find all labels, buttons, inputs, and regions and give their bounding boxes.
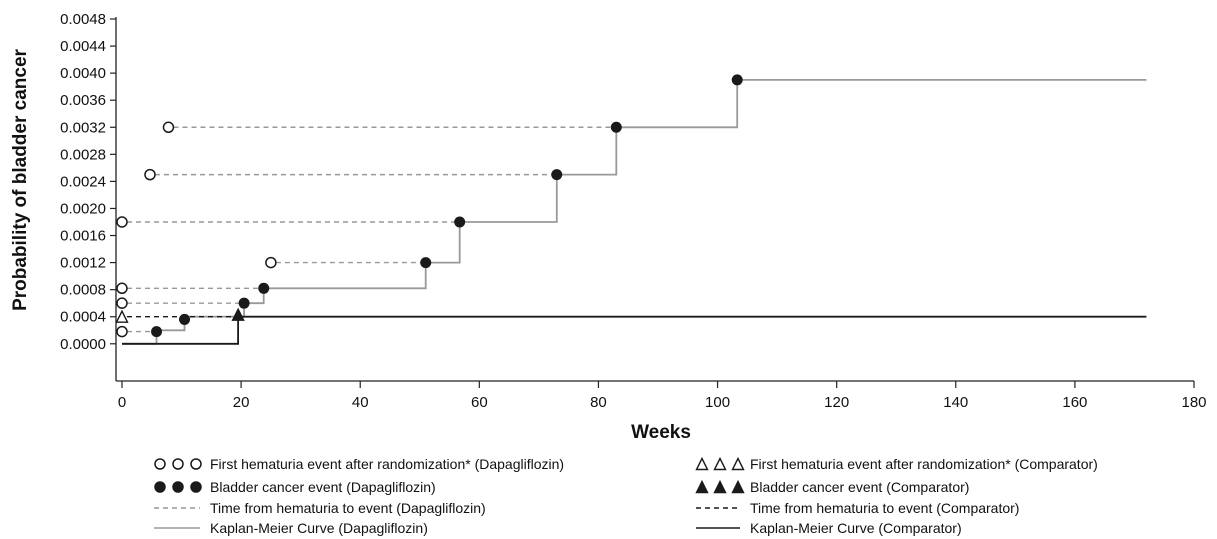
- y-tick-label: 0.0040: [60, 65, 106, 82]
- km-curve-dapagliflozin: [122, 79, 1147, 345]
- bladder-cancer-marker-dapagliflozin: [610, 121, 622, 133]
- legend-open-circle-icon: [172, 458, 184, 470]
- y-tick-label: 0.0020: [60, 200, 106, 217]
- legend-item: Kaplan-Meier Curve (Dapagliflozin): [154, 520, 428, 536]
- y-tick-label: 0.0004: [60, 309, 106, 326]
- legend-label: Bladder cancer event (Dapagliflozin): [210, 479, 436, 495]
- km-curve-comparator: [122, 315, 1147, 345]
- legend-label: Kaplan-Meier Curve (Dapagliflozin): [210, 520, 428, 536]
- legend-filled-triangle-icon: [731, 479, 745, 494]
- legend-open-triangle-icon: [695, 456, 709, 471]
- y-tick-label: 0.0016: [60, 228, 106, 245]
- hematuria-marker-dapagliflozin: [162, 121, 175, 134]
- legend-label: Bladder cancer event (Comparator): [750, 479, 969, 495]
- y-tick-label: 0.0012: [60, 255, 106, 272]
- x-tick-label: 0: [118, 394, 126, 411]
- legend-label: Kaplan-Meier Curve (Comparator): [750, 520, 962, 536]
- legend-item: Kaplan-Meier Curve (Comparator): [696, 520, 962, 536]
- hematuria-marker-dapagliflozin: [116, 216, 128, 228]
- bladder-cancer-marker-dapagliflozin: [454, 216, 466, 228]
- bladder-cancer-marker-dapagliflozin: [551, 169, 563, 181]
- x-tick-label: 140: [943, 394, 968, 411]
- legend-filled-circle-icon: [154, 481, 166, 493]
- hematuria-marker-dapagliflozin: [144, 168, 156, 181]
- x-tick-label: 60: [471, 394, 488, 411]
- legend-open-triangle-icon: [731, 456, 745, 471]
- x-tick-label: 20: [233, 394, 250, 411]
- legend-filled-circle-icon: [172, 481, 184, 493]
- plot-layer: 0.0000 0.0004 0.0008 0.0012 0.0016 0.0020 0.00…: [60, 11, 1206, 411]
- y-tick-label: 0.0024: [60, 173, 106, 190]
- legend-label: Time from hematuria to event (Dapagliflo…: [210, 500, 486, 516]
- legend-open-circle-icon: [190, 458, 202, 470]
- x-tick-label: 100: [705, 394, 730, 411]
- hematuria-marker-dapagliflozin: [265, 256, 277, 269]
- y-tick-label: 0.0032: [60, 119, 106, 136]
- y-tick-label: 0.0028: [60, 146, 106, 163]
- bladder-cancer-marker-dapagliflozin: [179, 313, 191, 325]
- y-tick-label: 0.0008: [60, 282, 106, 299]
- legend-item: Bladder cancer event (Dapagliflozin): [154, 479, 436, 495]
- bladder-cancer-marker-dapagliflozin: [238, 297, 250, 309]
- legend-item: Bladder cancer event (Comparator): [695, 479, 969, 495]
- legend-label: First hematuria event after randomizatio…: [750, 456, 1098, 472]
- x-tick-label: 120: [824, 394, 849, 411]
- hematuria-marker-comparator: [115, 309, 129, 323]
- x-tick-label: 180: [1181, 394, 1206, 411]
- legend: First hematuria event after randomizatio…: [154, 456, 1098, 536]
- x-tick-label: 80: [590, 394, 607, 411]
- legend-open-circle-icon: [154, 458, 166, 470]
- x-tick-label: 40: [352, 394, 369, 411]
- bladder-cancer-marker-dapagliflozin: [258, 282, 270, 294]
- legend-label: Time from hematuria to event (Comparator…: [750, 500, 1019, 516]
- x-tick-label: 160: [1062, 394, 1087, 411]
- x-axis-title: Weeks: [631, 422, 691, 443]
- hematuria-marker-dapagliflozin: [116, 282, 128, 295]
- legend-item: First hematuria event after randomizatio…: [154, 456, 564, 472]
- bladder-cancer-marker-dapagliflozin: [731, 74, 743, 86]
- legend-filled-triangle-icon: [713, 479, 727, 494]
- y-tick-label: 0.0000: [60, 336, 106, 353]
- legend-item: Time from hematuria to event (Dapagliflo…: [154, 500, 486, 516]
- hematuria-marker-dapagliflozin: [116, 325, 128, 338]
- y-tick-label: 0.0048: [60, 11, 106, 28]
- legend-filled-triangle-icon: [695, 479, 709, 494]
- legend-filled-circle-icon: [190, 481, 202, 493]
- bladder-cancer-marker-comparator: [231, 307, 245, 321]
- legend-item: First hematuria event after randomizatio…: [695, 456, 1098, 472]
- legend-label: First hematuria event after randomizatio…: [210, 456, 564, 472]
- hematuria-marker-dapagliflozin: [116, 297, 128, 309]
- bladder-cancer-marker-dapagliflozin: [420, 257, 432, 269]
- legend-item: Time from hematuria to event (Comparator…: [696, 500, 1019, 516]
- y-tick-label: 0.0036: [60, 92, 106, 109]
- y-tick-label: 0.0044: [60, 38, 106, 55]
- y-axis-title: Probability of bladder cancer: [10, 48, 31, 310]
- legend-open-triangle-icon: [713, 456, 727, 471]
- bladder-cancer-marker-dapagliflozin: [151, 326, 163, 338]
